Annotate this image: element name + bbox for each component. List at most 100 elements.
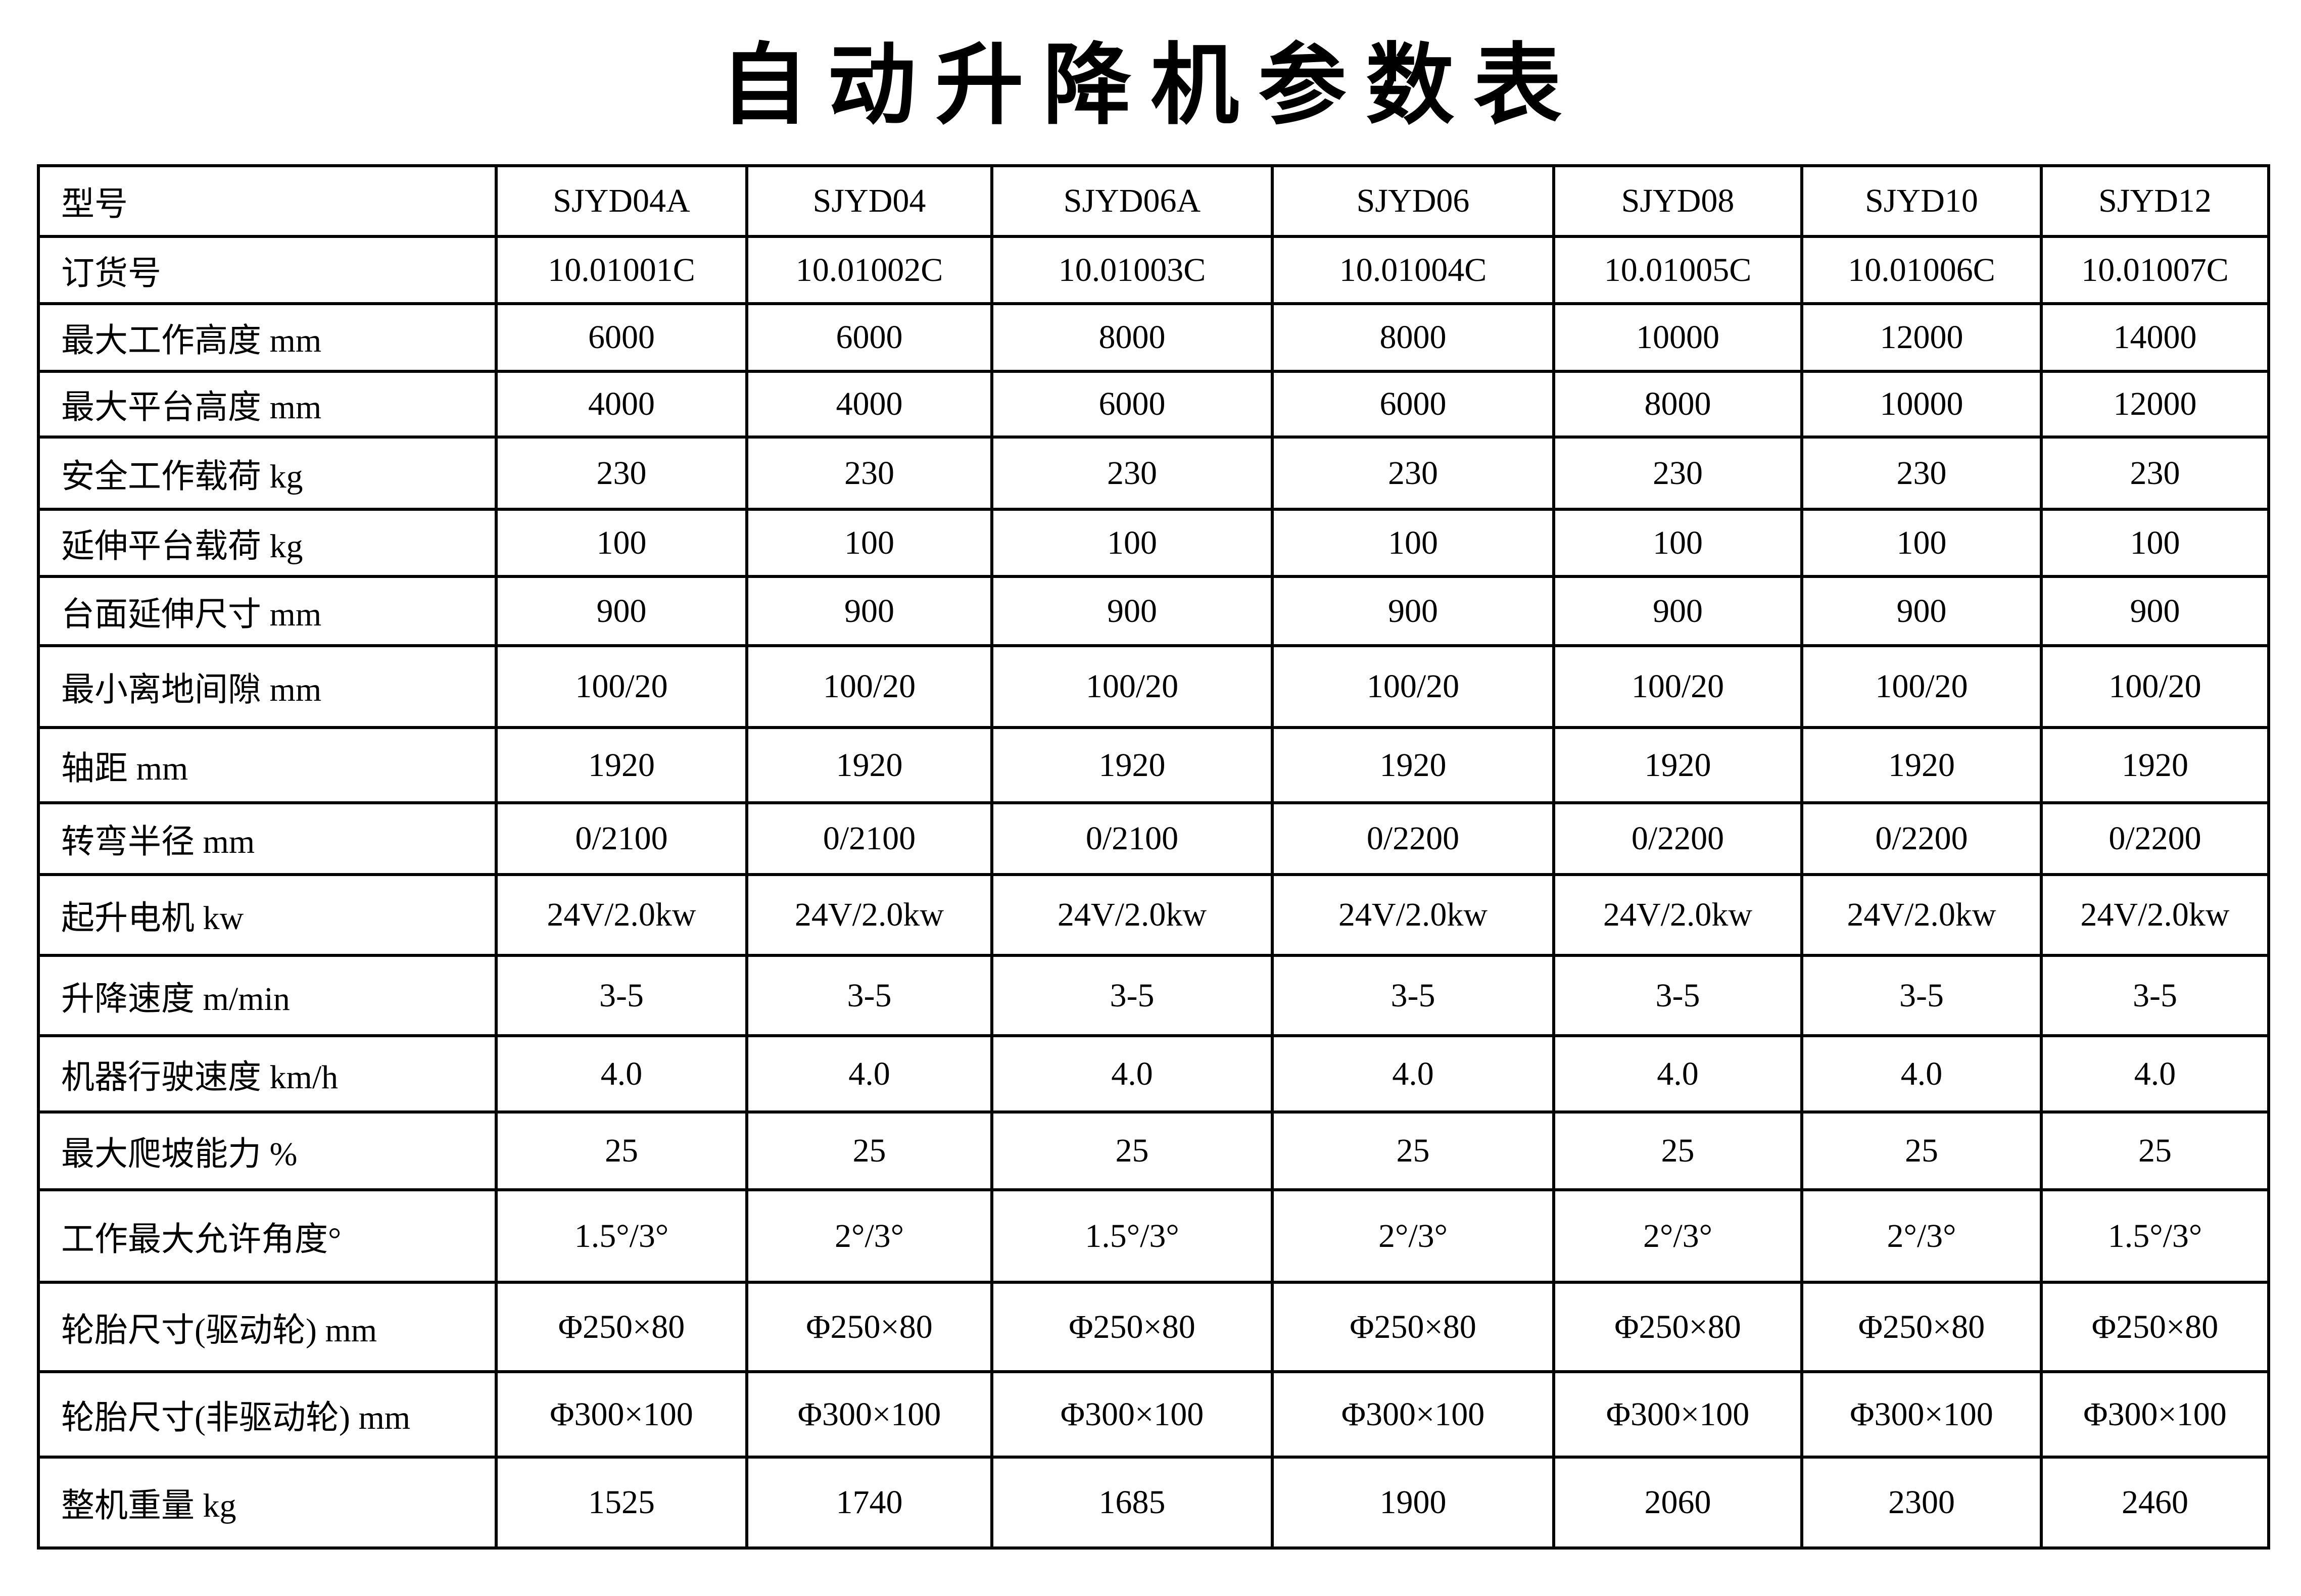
- table-cell: 100: [2040, 508, 2270, 578]
- row-label: 整机重量 kg: [37, 1456, 498, 1550]
- table-cell: 3-5: [2040, 954, 2270, 1037]
- table-cell: SJYD04: [745, 164, 993, 238]
- table-cell: 230: [2040, 436, 2270, 511]
- table-cell: 1920: [1800, 726, 2043, 804]
- table-cell: 100/20: [745, 644, 993, 729]
- table-cell: 12000: [2040, 370, 2270, 439]
- table-cell: 8000: [1552, 370, 1803, 439]
- table-cell: 4.0: [495, 1034, 748, 1114]
- row-label: 轮胎尺寸(非驱动轮) mm: [37, 1370, 498, 1459]
- table-row: 轴距 mm 1920 1920 1920 1920 1920 1920 1920: [37, 726, 2270, 804]
- table-row: 延伸平台载荷 kg 100 100 100 100 100 100 100: [37, 508, 2270, 578]
- table-cell: 900: [745, 575, 993, 647]
- table-row: 转弯半径 mm 0/2100 0/2100 0/2100 0/2200 0/2200 0/2…: [37, 801, 2270, 876]
- table-cell: 4.0: [2040, 1034, 2270, 1114]
- table-cell: 2060: [1552, 1456, 1803, 1550]
- table-cell: 12000: [1800, 302, 2043, 373]
- table-cell: 900: [1271, 575, 1555, 647]
- table-cell: 10.01007C: [2040, 235, 2270, 305]
- table-cell: 6000: [495, 302, 748, 373]
- table-cell: 100: [745, 508, 993, 578]
- table-cell: 4.0: [1271, 1034, 1555, 1114]
- table-cell: 230: [495, 436, 748, 511]
- page-title: 自动升降机参数表: [720, 34, 1581, 137]
- table-cell: Φ300×100: [1271, 1370, 1555, 1459]
- table-row: 最大工作高度 mm 6000 6000 8000 8000 10000 12000 14000: [37, 302, 2270, 373]
- table-cell: 4.0: [1552, 1034, 1803, 1114]
- table-row: 升降速度 m/min 3-5 3-5 3-5 3-5 3-5 3-5 3-5: [37, 954, 2270, 1037]
- table-cell: 1525: [495, 1456, 748, 1550]
- table-row: 最大平台高度 mm 4000 4000 6000 6000 8000 10000 12000: [37, 370, 2270, 439]
- table-row: 最小离地间隙 mm 100/20 100/20 100/20 100/20 100/20 1…: [37, 644, 2270, 729]
- table-cell: 1920: [990, 726, 1274, 804]
- table-cell: 1920: [495, 726, 748, 804]
- row-label: 升降速度 m/min: [37, 954, 498, 1037]
- table-cell: 24V/2.0kw: [1271, 873, 1555, 957]
- table-cell: Φ250×80: [1271, 1281, 1555, 1373]
- table-cell: 3-5: [745, 954, 993, 1037]
- table-cell: 0/2100: [495, 801, 748, 876]
- table-cell: 1920: [745, 726, 993, 804]
- table-cell: 2°/3°: [1552, 1188, 1803, 1284]
- table-cell: 10.01001C: [495, 235, 748, 305]
- table-cell: 25: [1800, 1110, 2043, 1191]
- table-cell: 4000: [495, 370, 748, 439]
- table-cell: Φ250×80: [2040, 1281, 2270, 1373]
- table-cell: 24V/2.0kw: [1800, 873, 2043, 957]
- table-cell: 100/20: [990, 644, 1274, 729]
- table-cell: 1920: [1271, 726, 1555, 804]
- table-cell: 10.01002C: [745, 235, 993, 305]
- table-cell: 4.0: [745, 1034, 993, 1114]
- table-row: 整机重量 kg 1525 1740 1685 1900 2060 2300 2460: [37, 1456, 2270, 1550]
- table-cell: 3-5: [1552, 954, 1803, 1037]
- table-cell: 4.0: [1800, 1034, 2043, 1114]
- table-row: 机器行驶速度 km/h 4.0 4.0 4.0 4.0 4.0 4.0 4.0: [37, 1034, 2270, 1114]
- row-label: 最大爬坡能力 %: [37, 1110, 498, 1191]
- table-cell: SJYD08: [1552, 164, 1803, 238]
- table-cell: Φ300×100: [2040, 1370, 2270, 1459]
- table-cell: 900: [1552, 575, 1803, 647]
- table-cell: 6000: [1271, 370, 1555, 439]
- table-cell: 1685: [990, 1456, 1274, 1550]
- table-cell: 2460: [2040, 1456, 2270, 1550]
- table-cell: 10.01005C: [1552, 235, 1803, 305]
- table-cell: SJYD04A: [495, 164, 748, 238]
- row-label: 台面延伸尺寸 mm: [37, 575, 498, 647]
- row-label: 延伸平台载荷 kg: [37, 508, 498, 578]
- table-cell: 100/20: [1552, 644, 1803, 729]
- table-cell: 900: [1800, 575, 2043, 647]
- table-row: 工作最大允许角度° 1.5°/3° 2°/3° 1.5°/3° 2°/3° 2°/3° 2°…: [37, 1188, 2270, 1284]
- table-row: 台面延伸尺寸 mm 900 900 900 900 900 900 900: [37, 575, 2270, 647]
- row-label: 最大平台高度 mm: [37, 370, 498, 439]
- table-cell: 0/2200: [1552, 801, 1803, 876]
- table-cell: 900: [495, 575, 748, 647]
- table-cell: 10000: [1552, 302, 1803, 373]
- table-cell: 900: [2040, 575, 2270, 647]
- table-cell: 230: [990, 436, 1274, 511]
- table-cell: SJYD06: [1271, 164, 1555, 238]
- table-cell: 2°/3°: [1800, 1188, 2043, 1284]
- table-cell: 24V/2.0kw: [1552, 873, 1803, 957]
- table-cell: 100: [1271, 508, 1555, 578]
- table-cell: 100/20: [1271, 644, 1555, 729]
- table-cell: 1740: [745, 1456, 993, 1550]
- table-cell: 0/2200: [2040, 801, 2270, 876]
- row-label: 安全工作载荷 kg: [37, 436, 498, 511]
- table-cell: 25: [495, 1110, 748, 1191]
- table-cell: 0/2200: [1800, 801, 2043, 876]
- table-cell: 230: [1271, 436, 1555, 511]
- row-label: 转弯半径 mm: [37, 801, 498, 876]
- table-cell: SJYD06A: [990, 164, 1274, 238]
- spec-table: 型号 SJYD04A SJYD04 SJYD06A SJYD06 SJYD08 SJYD10…: [37, 164, 2270, 1550]
- table-cell: 0/2100: [990, 801, 1274, 876]
- table-row: 安全工作载荷 kg 230 230 230 230 230 230 230: [37, 436, 2270, 511]
- table-cell: Φ250×80: [1552, 1281, 1803, 1373]
- table-cell: 3-5: [495, 954, 748, 1037]
- table-cell: 900: [990, 575, 1274, 647]
- table-cell: Φ300×100: [990, 1370, 1274, 1459]
- table-cell: 230: [1552, 436, 1803, 511]
- table-cell: Φ250×80: [1800, 1281, 2043, 1373]
- table-row: 最大爬坡能力 % 25 25 25 25 25 25 25: [37, 1110, 2270, 1191]
- table-cell: Φ300×100: [495, 1370, 748, 1459]
- table-cell: 2°/3°: [745, 1188, 993, 1284]
